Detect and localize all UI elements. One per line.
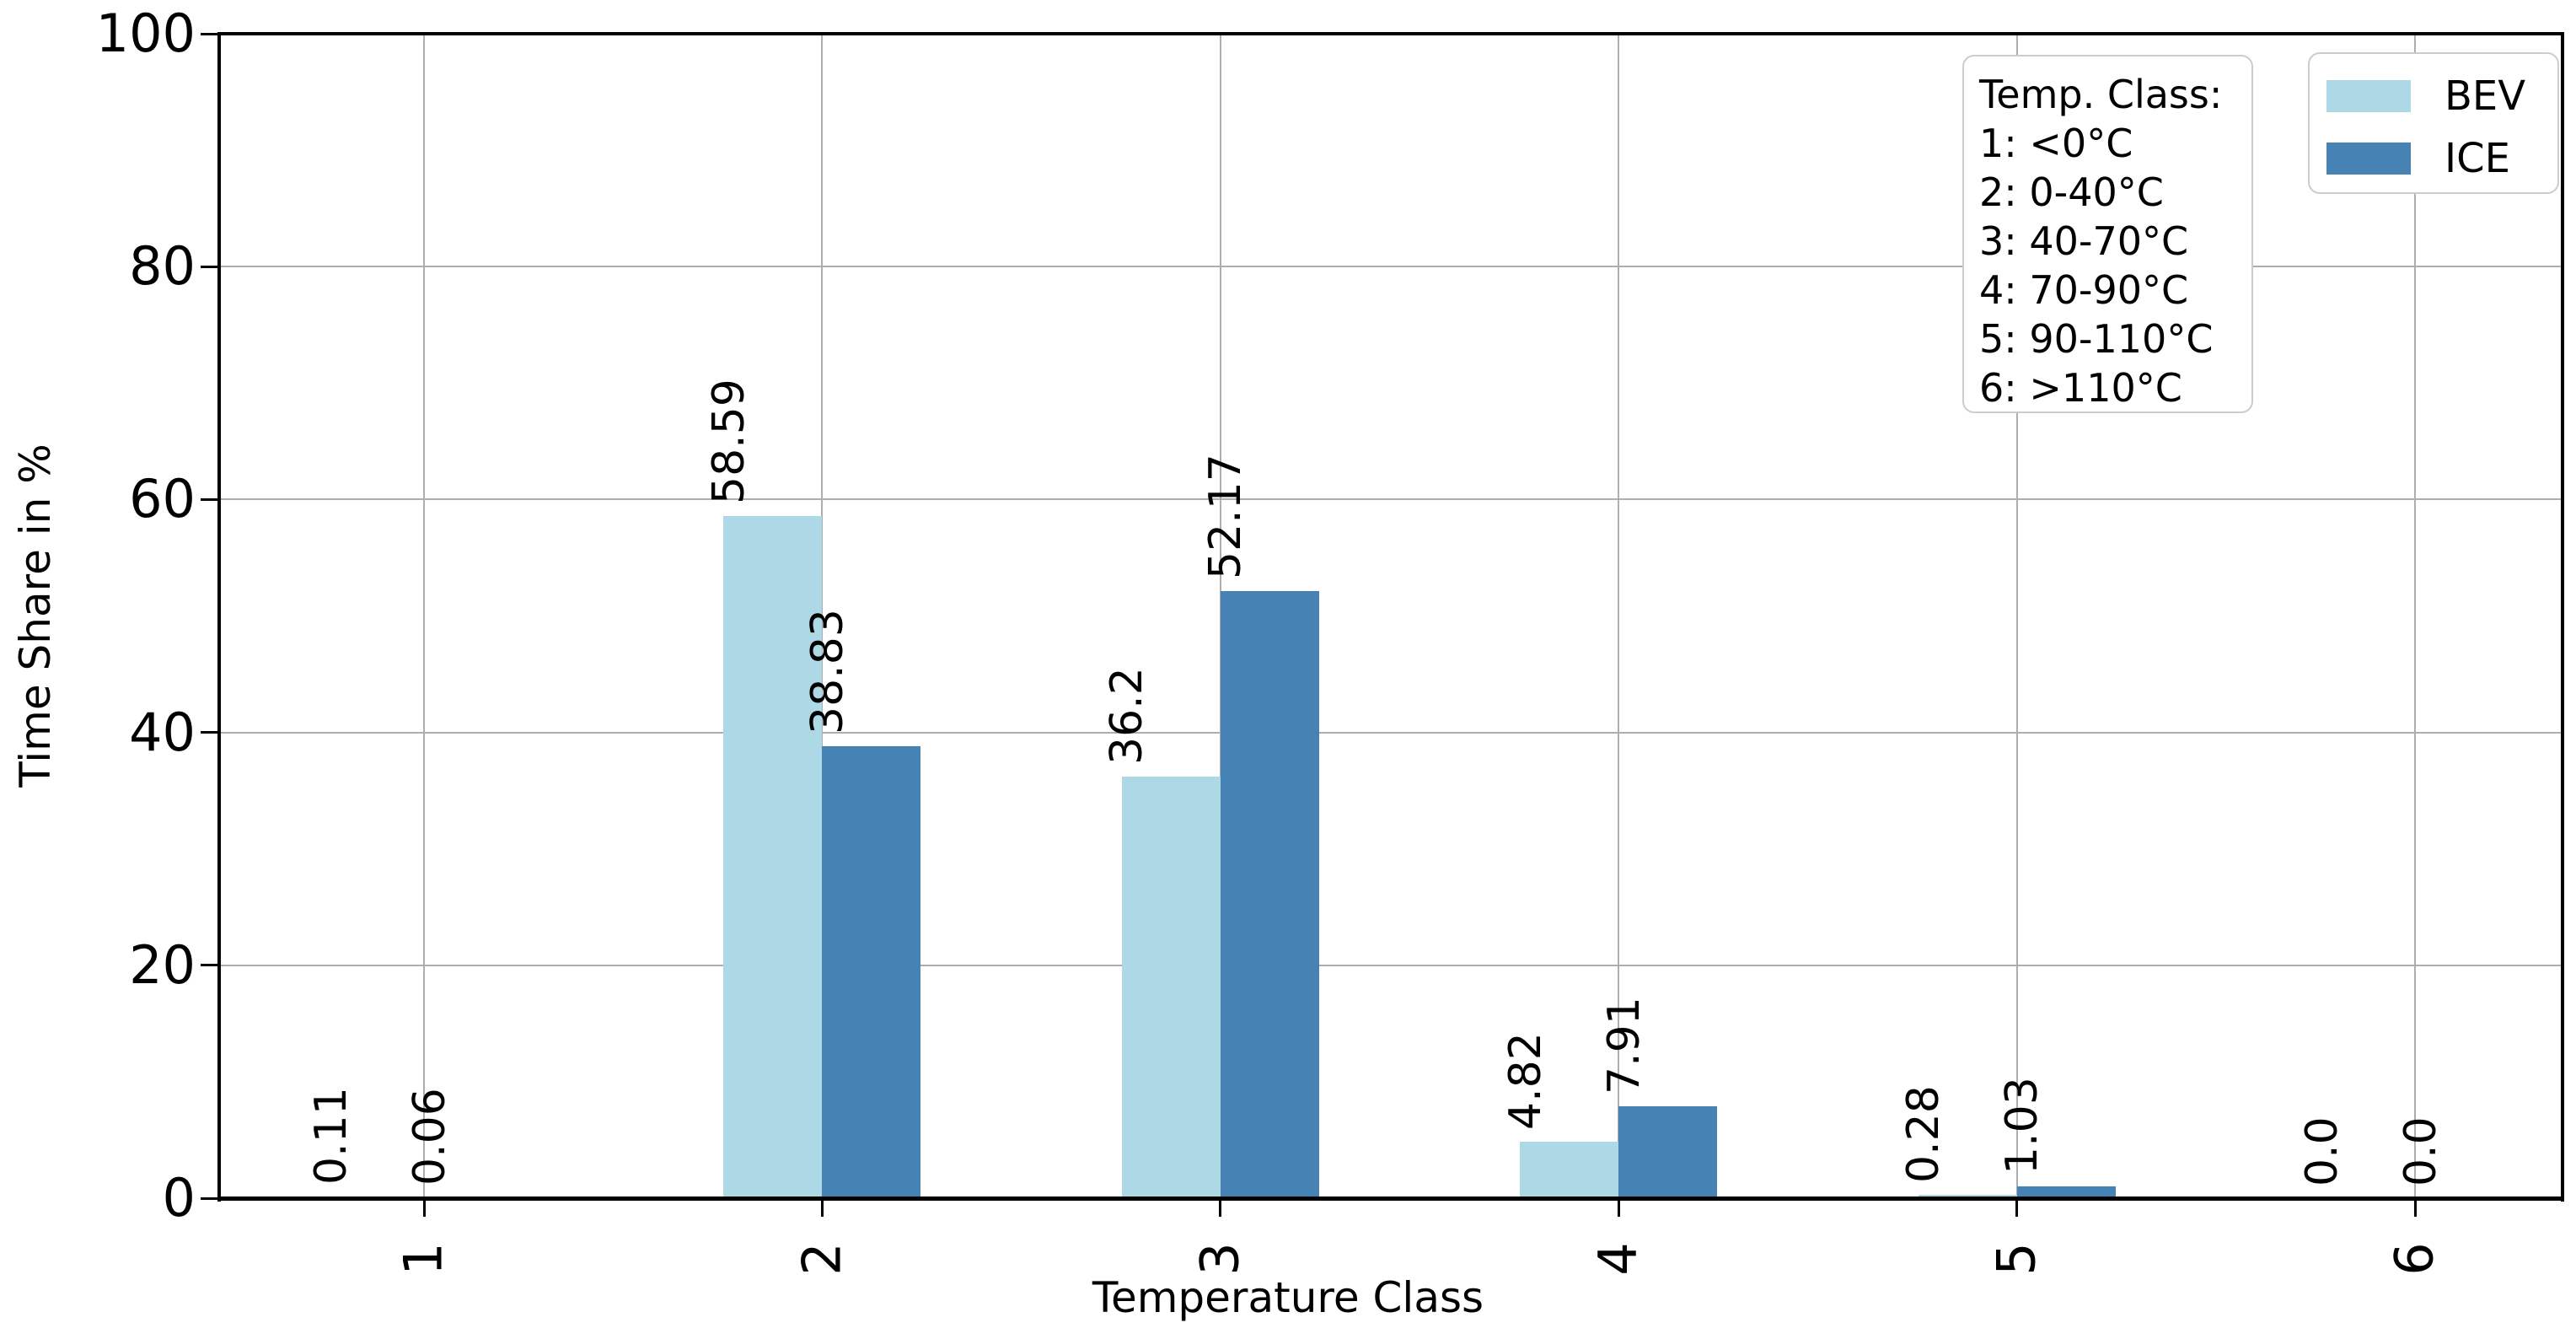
bar-bev-2 — [723, 515, 823, 1198]
legend-item-ice: ICE — [2326, 137, 2557, 180]
y-tick-60 — [201, 497, 219, 501]
bar-value-label: 0.11 — [305, 1087, 357, 1186]
gridline-y-40 — [219, 731, 2563, 734]
gridline-x-2 — [821, 34, 824, 1198]
y-tick-label-80: 80 — [129, 235, 196, 298]
bar-value-label: 7.91 — [1598, 996, 1650, 1094]
x-tick-label-2: 2 — [786, 1223, 857, 1294]
bar-value-label: 38.83 — [802, 608, 853, 734]
plot-area: 0.11 58.59 36.2 4.82 0.28 0.0 0.06 38.83 52.17 7.… — [219, 34, 2563, 1198]
bar-value-label: 0.28 — [1898, 1085, 1950, 1184]
annotation-line: 4: 70-90°C — [1979, 267, 2189, 313]
gridline-x-4 — [1618, 34, 1620, 1198]
x-tick-label-text: 5 — [1985, 1242, 2047, 1276]
legend-label-ice: ICE — [2445, 135, 2510, 182]
y-tick-80 — [201, 265, 219, 268]
gridline-y-80 — [219, 266, 2563, 268]
bar-bev-3 — [1121, 777, 1221, 1198]
y-tick-100 — [201, 32, 219, 35]
bar-value-label: 58.59 — [703, 379, 754, 504]
y-tick-label-40: 40 — [129, 701, 196, 763]
bar-ice-3 — [1220, 590, 1319, 1198]
bar-ice-2 — [822, 745, 921, 1198]
y-tick-label-60: 60 — [129, 468, 196, 530]
legend-item-bev: BEV — [2326, 74, 2557, 118]
bar-ice-4 — [1618, 1105, 1718, 1198]
y-tick-20 — [201, 964, 219, 967]
y-tick-label-100: 100 — [95, 3, 196, 64]
y-axis-label: Time Share in % — [11, 444, 60, 788]
y-tick-40 — [201, 731, 219, 734]
bar-bev-4 — [1520, 1142, 1619, 1198]
spine-bottom — [217, 1196, 2564, 1201]
spine-top — [217, 32, 2564, 35]
x-tick-6 — [2413, 1198, 2417, 1217]
annotation-line: 1: <0°C — [1979, 121, 2133, 166]
x-tick-5 — [2015, 1198, 2019, 1217]
bar-value-label: 0.0 — [2395, 1116, 2446, 1186]
legend: BEV ICE — [2308, 52, 2559, 194]
bar-value-label: 0.06 — [404, 1088, 455, 1186]
annotation-title: Temp. Class: — [1979, 72, 2223, 117]
gridline-y-20 — [219, 964, 2563, 966]
ice-color-swatch — [2326, 143, 2411, 175]
spine-right — [2561, 32, 2564, 1202]
x-tick-2 — [820, 1198, 824, 1217]
x-tick-label-text: 6 — [2383, 1242, 2445, 1276]
x-tick-label-4: 4 — [1583, 1223, 1654, 1294]
gridline-y-60 — [219, 498, 2563, 501]
bar-ice-5 — [2016, 1186, 2116, 1198]
x-tick-label-text: 4 — [1587, 1242, 1650, 1276]
bar-value-label: 0.0 — [2296, 1116, 2348, 1186]
bev-color-swatch — [2326, 80, 2411, 112]
gridline-x-6 — [2414, 34, 2416, 1198]
bar-value-label: 1.03 — [1997, 1077, 2048, 1175]
annotation-line: 6: >110°C — [1979, 365, 2182, 411]
legend-label-bev: BEV — [2445, 73, 2526, 120]
x-tick-label-3: 3 — [1185, 1223, 1256, 1294]
x-axis-label: Temperature Class — [1092, 1273, 1484, 1322]
x-tick-1 — [422, 1198, 426, 1217]
x-tick-3 — [1219, 1198, 1222, 1217]
annotation-line: 3: 40-70°C — [1979, 218, 2189, 264]
y-tick-label-20: 20 — [129, 933, 196, 996]
x-tick-label-1: 1 — [389, 1223, 459, 1294]
gridline-x-1 — [423, 34, 425, 1198]
bar-value-label: 52.17 — [1200, 453, 1252, 579]
x-tick-label-text: 2 — [791, 1242, 853, 1276]
x-tick-label-text: 1 — [392, 1242, 454, 1276]
y-tick-0 — [201, 1196, 219, 1200]
annotation-line: 5: 90-110°C — [1979, 316, 2214, 362]
spine-left — [217, 32, 221, 1202]
temp-class-annotation-box: Temp. Class: 1: <0°C 2: 0-40°C 3: 40-70°… — [1962, 55, 2253, 413]
x-tick-4 — [1617, 1198, 1620, 1217]
y-tick-label-0: 0 — [162, 1167, 196, 1229]
x-tick-label-text: 3 — [1189, 1242, 1251, 1276]
x-tick-label-5: 5 — [1982, 1223, 2053, 1294]
bar-value-label: 36.2 — [1102, 667, 1153, 766]
bar-value-label: 4.82 — [1500, 1032, 1551, 1131]
annotation-line: 2: 0-40°C — [1979, 169, 2164, 215]
gridline-x-5 — [2015, 34, 2018, 1198]
x-tick-label-6: 6 — [2380, 1223, 2450, 1294]
